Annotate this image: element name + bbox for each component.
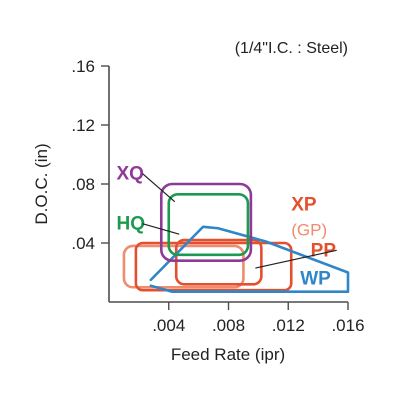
region-gp [122, 244, 245, 289]
series-label-gp: (GP) [291, 221, 327, 240]
region-xq [159, 182, 253, 262]
series-label-hq: HQ [116, 214, 145, 235]
chart-subtitle: (1/4"I.C. : Steel) [235, 40, 348, 57]
x-tick-label: .016 [331, 316, 364, 335]
x-tick-label: .008 [212, 316, 245, 335]
series-label-xp: XP [291, 195, 317, 216]
region-pp [134, 241, 293, 292]
leader-line-pp [255, 249, 337, 269]
region-xp [174, 238, 263, 286]
x-tick-label: .004 [152, 316, 185, 335]
y-tick-label: .12 [71, 116, 95, 135]
y-tick-label: .08 [71, 175, 95, 194]
leader-line-hq [142, 223, 180, 235]
x-axis-label: Feed Rate (ipr) [171, 345, 285, 364]
series-label-wp: WP [300, 268, 331, 289]
y-tick-label: .16 [71, 57, 95, 76]
ticks-layer: .04 .08 .12 .16 .004 .008 .012 .016 [71, 57, 364, 335]
leader-line-xq [142, 173, 176, 203]
y-tick-label: .04 [71, 234, 95, 253]
y-axis-label: D.O.C. (in) [32, 143, 51, 224]
series-labels-layer: XQ HQ XP (GP)PP WP [116, 164, 337, 289]
region-hq [167, 193, 250, 257]
series-label-pp: PP [311, 240, 337, 261]
x-tick-label: .012 [272, 316, 305, 335]
series-label-xq: XQ [116, 164, 143, 185]
